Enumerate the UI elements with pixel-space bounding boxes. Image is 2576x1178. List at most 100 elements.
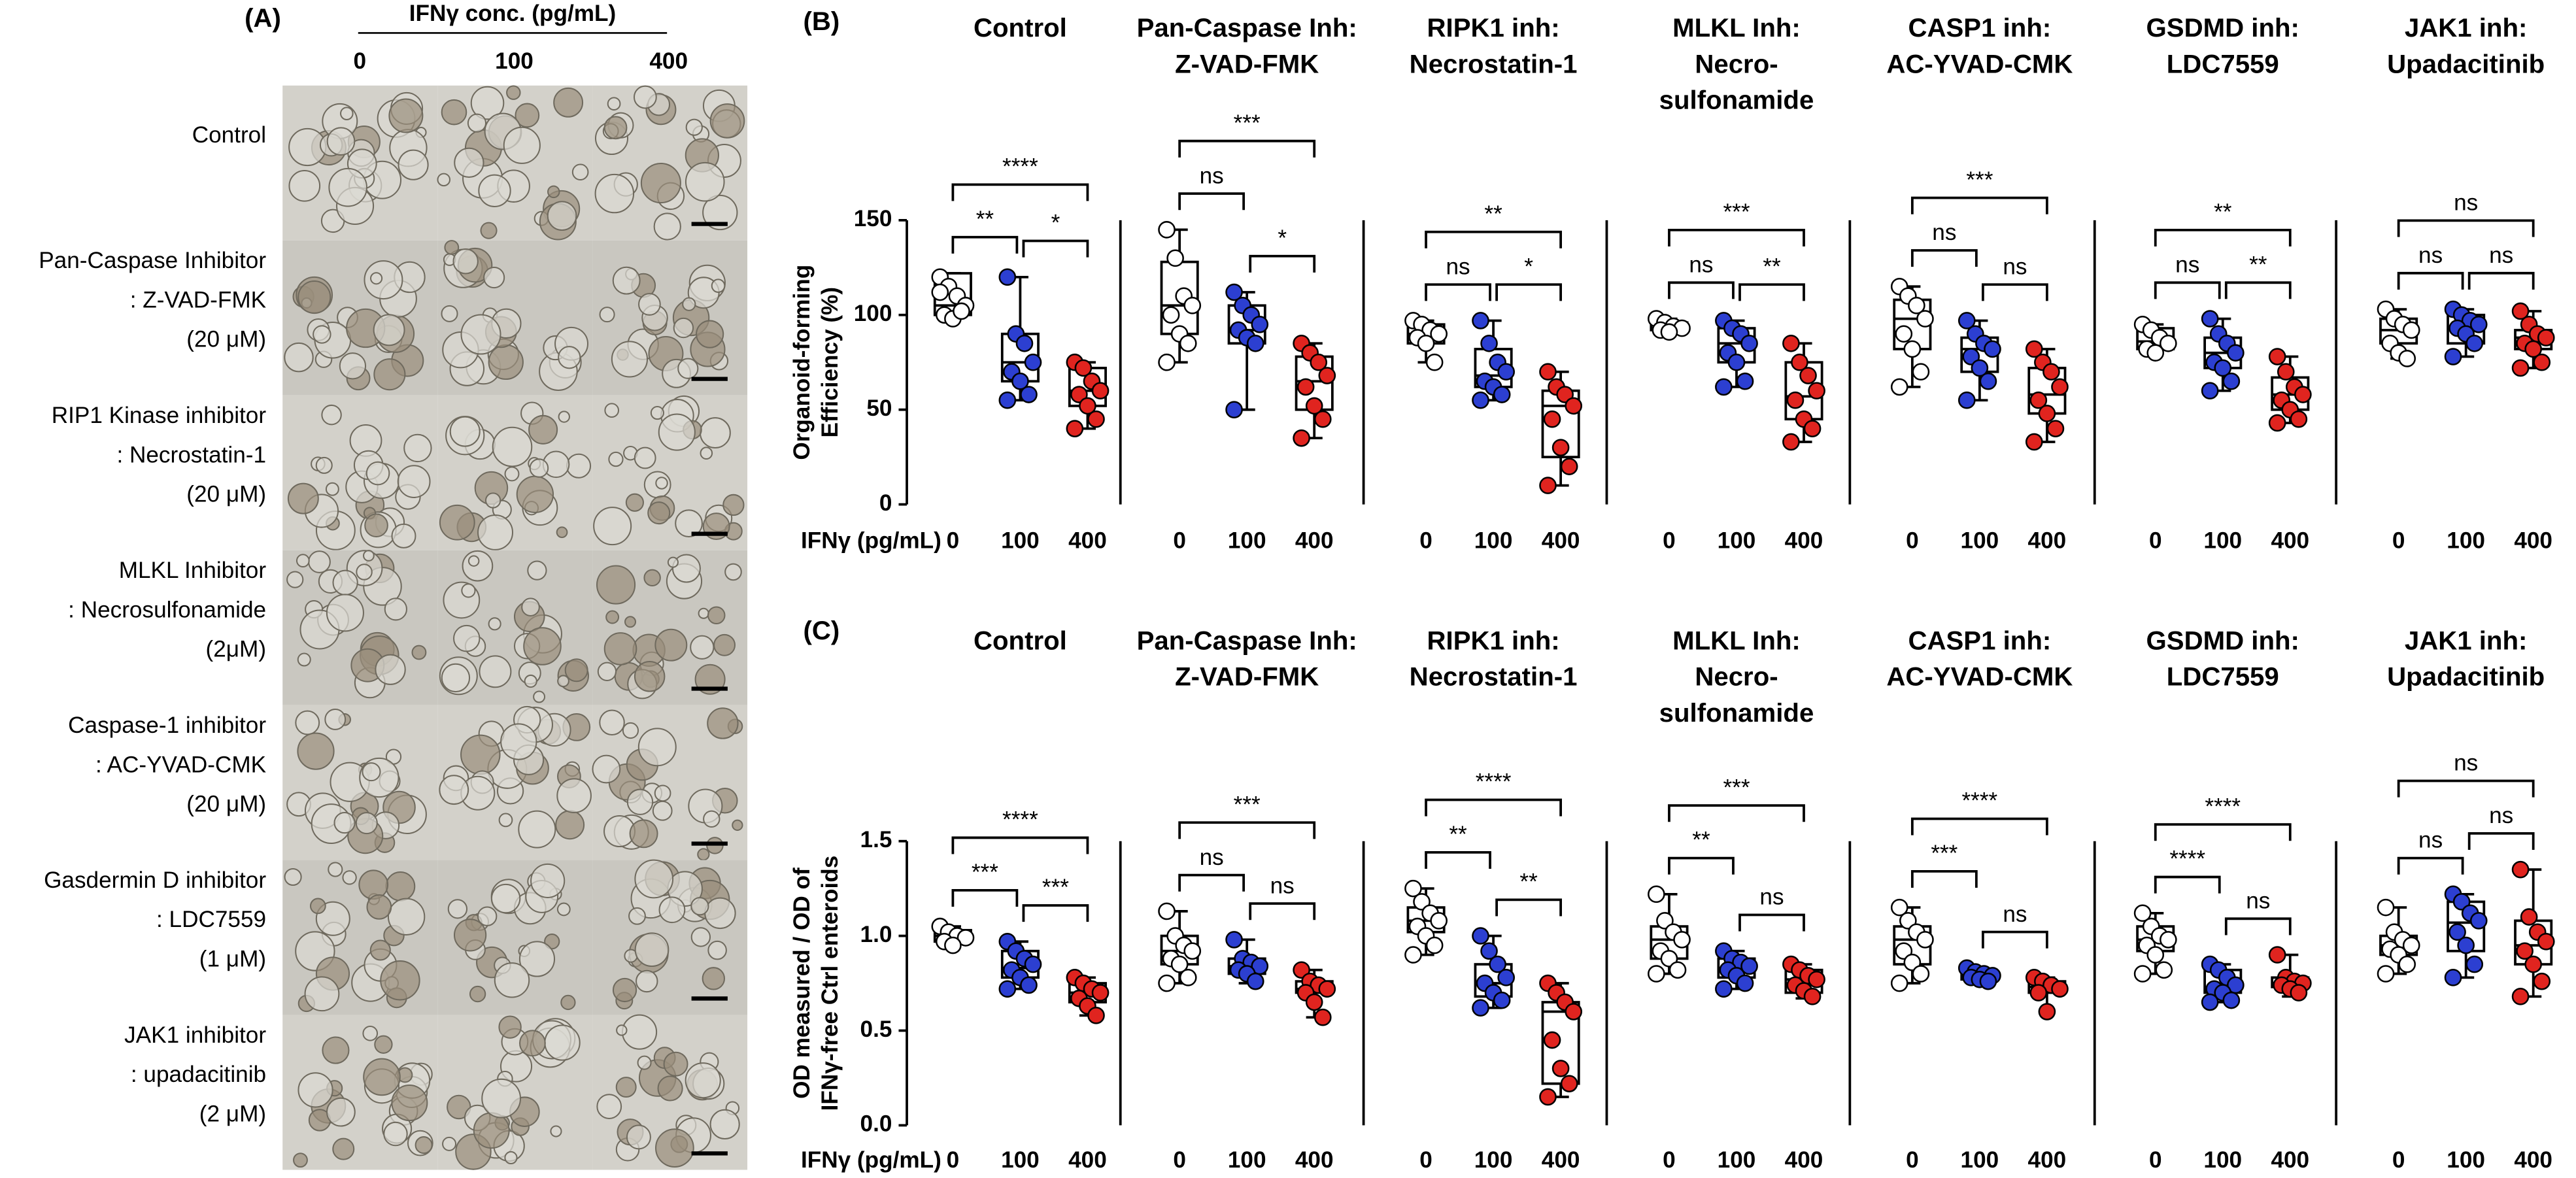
significance-label: *** bbox=[972, 860, 998, 885]
organoid bbox=[702, 194, 738, 231]
data-point bbox=[1310, 353, 1328, 371]
panel-label: (A) bbox=[245, 3, 281, 33]
organoid bbox=[297, 1072, 333, 1108]
data-point bbox=[1183, 296, 1202, 314]
x-tick-label: 400 bbox=[2271, 528, 2309, 554]
data-point bbox=[1539, 363, 1557, 381]
subplot-title: JAK1 inh: bbox=[2405, 626, 2528, 655]
organoid bbox=[286, 571, 304, 588]
significance-label: ns bbox=[2489, 243, 2513, 268]
data-point bbox=[1740, 957, 1758, 975]
data-point bbox=[1246, 334, 1264, 352]
data-point bbox=[2452, 893, 2471, 911]
organoid bbox=[713, 633, 736, 656]
data-point bbox=[1782, 433, 1800, 451]
organoid bbox=[498, 1015, 522, 1039]
organoid bbox=[384, 597, 407, 621]
data-point bbox=[1556, 386, 1574, 403]
data-point bbox=[1480, 334, 1498, 352]
organoid bbox=[284, 342, 314, 373]
significance-label: *** bbox=[1234, 110, 1261, 136]
row-label: : AC-YVAD-CMK bbox=[95, 752, 267, 777]
data-point bbox=[998, 980, 1017, 998]
organoid bbox=[467, 113, 487, 133]
data-point bbox=[2398, 350, 2416, 367]
significance-bracket bbox=[1910, 249, 1978, 267]
x-tick-label: 0 bbox=[2392, 1147, 2405, 1173]
organoid bbox=[556, 902, 571, 917]
data-point bbox=[2038, 1003, 2056, 1020]
data-point bbox=[1565, 1003, 1583, 1020]
data-point bbox=[2133, 904, 2152, 922]
organoid bbox=[697, 848, 710, 861]
data-point bbox=[2277, 363, 2295, 381]
organoid bbox=[473, 1112, 510, 1149]
organoid bbox=[677, 358, 699, 379]
x-tick-label: 100 bbox=[1474, 1147, 1513, 1173]
organoid bbox=[560, 994, 576, 1011]
organoid bbox=[358, 869, 389, 900]
data-point bbox=[1225, 283, 1243, 301]
significance-label: *** bbox=[1723, 775, 1750, 800]
data-point bbox=[1183, 942, 1202, 960]
data-point bbox=[1087, 1007, 1105, 1024]
x-tick-label: 100 bbox=[2447, 528, 2485, 554]
subplot-title: AC-YVAD-CMK bbox=[1886, 662, 2073, 692]
organoid bbox=[637, 1055, 652, 1070]
data-point bbox=[1225, 931, 1243, 949]
data-point bbox=[1430, 325, 1448, 343]
organoid bbox=[628, 907, 646, 925]
data-point bbox=[2227, 344, 2245, 362]
organoid bbox=[527, 560, 547, 581]
significance-label: ** bbox=[1449, 822, 1467, 847]
organoid bbox=[481, 1078, 522, 1119]
organoid bbox=[558, 411, 570, 423]
organoid bbox=[654, 784, 671, 802]
data-point bbox=[2268, 414, 2286, 432]
data-point bbox=[1091, 382, 1110, 400]
organoid bbox=[523, 627, 562, 665]
organoid bbox=[615, 1077, 637, 1098]
row-label: (1 μM) bbox=[199, 947, 266, 972]
organoid bbox=[518, 810, 556, 849]
data-point bbox=[2537, 932, 2555, 951]
x-tick-label: 100 bbox=[1961, 1147, 1999, 1173]
significance-label: ** bbox=[2249, 252, 2267, 277]
organoid bbox=[624, 616, 637, 628]
row-label: MLKL Inhibitor bbox=[119, 558, 267, 583]
data-point bbox=[1890, 898, 1908, 917]
data-point bbox=[1890, 378, 1908, 396]
organoid bbox=[547, 201, 577, 231]
data-point bbox=[1318, 980, 1336, 998]
significance-bracket bbox=[1495, 898, 1563, 917]
row-label: : upadacitinib bbox=[131, 1062, 266, 1087]
data-point bbox=[1715, 980, 1733, 998]
data-point bbox=[1895, 942, 1913, 960]
data-point bbox=[1158, 353, 1176, 371]
micrograph-grid bbox=[282, 85, 748, 1170]
organoid bbox=[556, 778, 592, 813]
organoid bbox=[356, 564, 373, 581]
significance-bracket bbox=[1249, 902, 1316, 920]
data-point bbox=[1786, 391, 1805, 409]
y-axis-label: OD measured / OD of bbox=[789, 867, 815, 1099]
organoid bbox=[461, 583, 476, 598]
organoid bbox=[519, 1030, 546, 1057]
organoid bbox=[707, 940, 727, 960]
subplot-title: RIPK1 inh: bbox=[1427, 626, 1560, 655]
significance-bracket bbox=[951, 888, 1019, 907]
x-tick-label: 400 bbox=[1785, 528, 1823, 554]
data-point bbox=[2537, 329, 2555, 346]
data-point bbox=[1296, 378, 1315, 396]
significance-bracket bbox=[2397, 856, 2464, 875]
organoid bbox=[599, 709, 625, 736]
organoid bbox=[596, 1094, 622, 1119]
organoid bbox=[415, 1136, 433, 1154]
data-point bbox=[2511, 860, 2530, 879]
column-label: 100 bbox=[495, 48, 534, 74]
x-tick-label: 0 bbox=[1173, 528, 1186, 554]
data-point bbox=[2146, 344, 2165, 362]
significance-bracket bbox=[1738, 913, 1805, 932]
significance-bracket bbox=[1910, 817, 2048, 835]
organoid bbox=[296, 554, 310, 568]
